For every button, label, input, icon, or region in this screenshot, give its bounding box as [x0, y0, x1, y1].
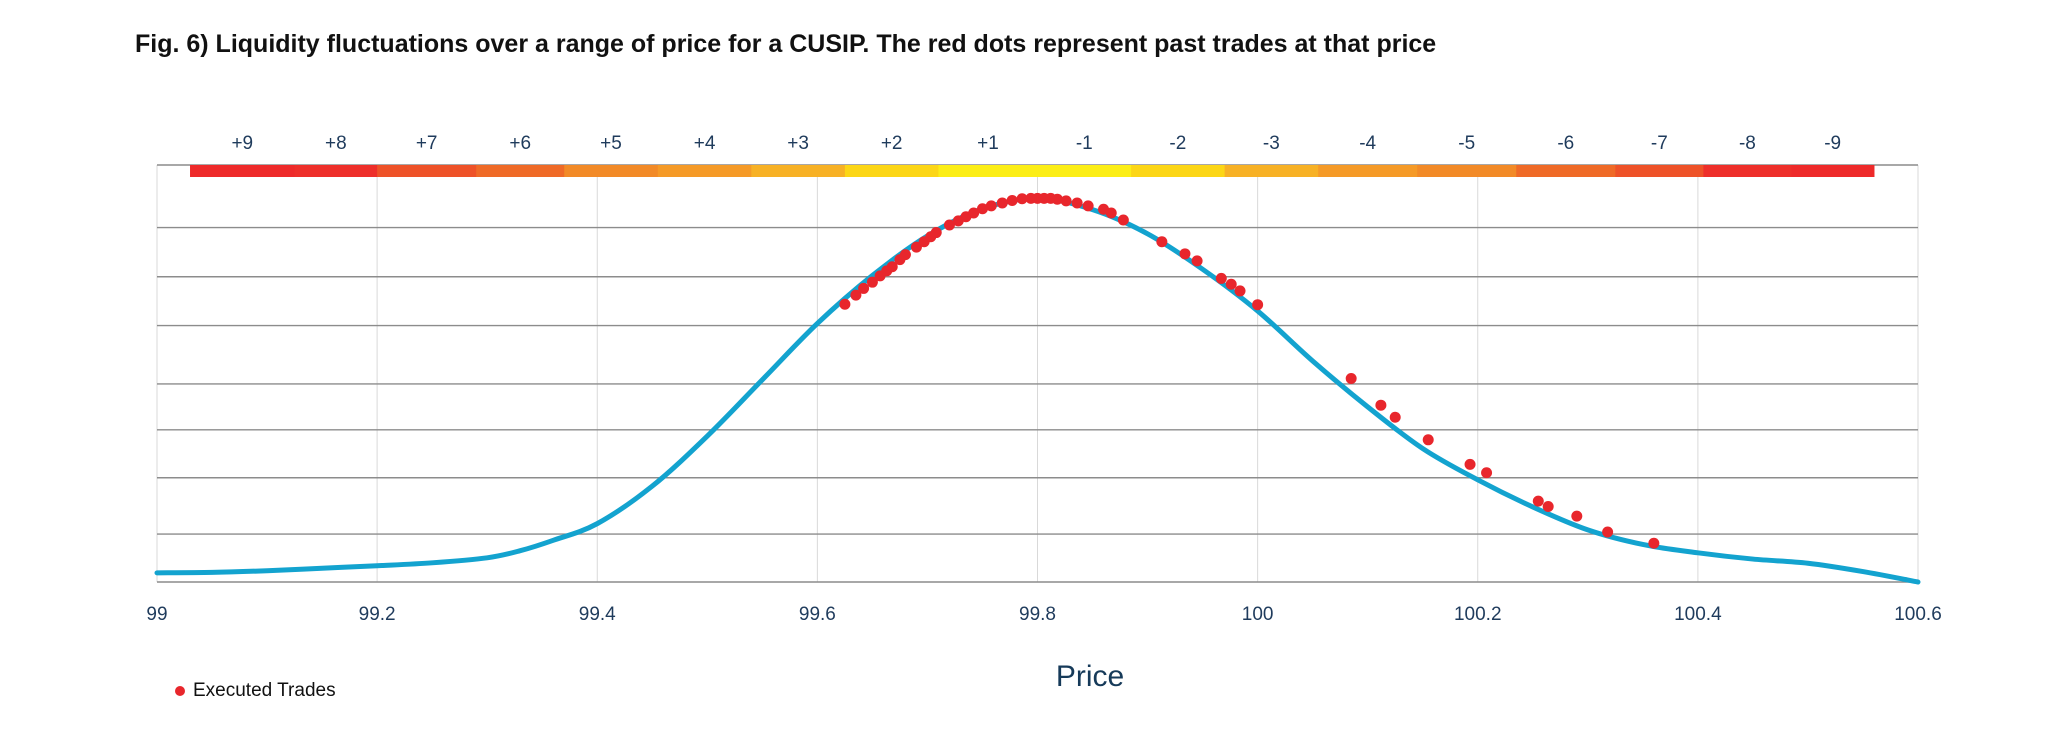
trade-dot [968, 207, 980, 219]
liquidity-band-label-2: +7 [416, 133, 438, 154]
liquidity-band-11 [1224, 165, 1319, 177]
trade-dot [1234, 285, 1246, 297]
x-tick-label-1: 99.2 [359, 604, 396, 625]
liquidity-band-6 [751, 165, 846, 177]
trade-dot [1422, 434, 1434, 446]
liquidity-band-5 [657, 165, 752, 177]
trade-dot [1225, 278, 1237, 290]
legend-marker-executed-trades [175, 686, 185, 696]
legend-label-executed-trades: Executed Trades [193, 680, 336, 701]
liquidity-band-label-10: -2 [1169, 133, 1186, 154]
x-tick-label-2: 99.4 [579, 604, 616, 625]
trade-dot [1156, 236, 1168, 248]
liquidity-band-14 [1516, 165, 1616, 177]
liquidity-band-7 [844, 165, 939, 177]
trade-dot-layer [839, 192, 1660, 549]
x-tick-label-7: 100.4 [1674, 604, 1722, 625]
trade-dot [866, 276, 878, 288]
trade-dot [910, 241, 922, 253]
trade-dot [1060, 195, 1072, 207]
liquidity-band-8 [938, 165, 1038, 177]
liquidity-band-label-8: +1 [977, 133, 999, 154]
liquidity-band-label-13: -5 [1458, 133, 1475, 154]
liquidity-band-label-14: -6 [1557, 133, 1574, 154]
grid-layer [156, 164, 1919, 583]
liquidity-band-label-3: +6 [509, 133, 531, 154]
x-tick-label-6: 100.2 [1454, 604, 1502, 625]
liquidity-band-1 [294, 165, 378, 177]
liquidity-band-13 [1417, 165, 1517, 177]
liquidity-band-label-5: +4 [694, 133, 716, 154]
liquidity-band-label-6: +3 [787, 133, 809, 154]
trade-dot [899, 249, 911, 261]
trade-dot [943, 219, 955, 231]
liquidity-band-label-12: -4 [1359, 133, 1376, 154]
liquidity-band-3 [476, 165, 565, 177]
liquidity-band-9 [1037, 165, 1132, 177]
trade-dot [1602, 526, 1614, 538]
liquidity-band-0 [190, 165, 296, 177]
trade-dot [1006, 194, 1018, 206]
trade-dot [1542, 501, 1554, 513]
liquidity-band-label-15: -7 [1651, 133, 1668, 154]
trade-dot [976, 203, 988, 215]
liquidity-band-label-17: -9 [1824, 133, 1841, 154]
x-tick-layer: 99 99.2 99.4 99.6 99.8 100 100.2 100.4 100.6 [146, 604, 1941, 625]
trade-dot [1532, 495, 1544, 507]
liquidity-band-15 [1615, 165, 1704, 177]
trade-dot [1345, 373, 1357, 385]
x-tick-label-5: 100 [1242, 604, 1274, 625]
trade-dot [1252, 299, 1264, 311]
figure-title: Fig. 6) Liquidity fluctuations over a ra… [135, 30, 1437, 58]
liquidity-band-12 [1318, 165, 1418, 177]
liquidity-band-label-4: +5 [600, 133, 622, 154]
x-tick-label-0: 99 [146, 604, 167, 625]
trade-dot [1071, 197, 1083, 209]
liquidity-band-label-7: +2 [881, 133, 903, 154]
liquidity-band-label-16: -8 [1739, 133, 1756, 154]
legend: Executed Trades [175, 680, 336, 702]
trade-dot [886, 261, 898, 273]
trade-dot [1051, 193, 1063, 205]
trade-dot [930, 227, 942, 239]
liquidity-band-17 [1791, 165, 1875, 177]
liquidity-band-label-1: +8 [325, 133, 347, 154]
trade-dot [858, 282, 870, 294]
liquidity-band-4 [564, 165, 659, 177]
trade-dot [1117, 214, 1129, 226]
trade-dot [1375, 399, 1387, 411]
liquidity-band-layer [190, 165, 1875, 177]
trade-dot [1481, 467, 1493, 479]
trade-dot [985, 200, 997, 212]
liquidity-band-label-layer: +9 +8 +7 +6 +5 +4 +3 +2 +1 -1 -2 -3 -4 -5 -6 -7 -8 -9 [231, 133, 1841, 154]
trade-dot [1179, 248, 1191, 260]
liquidity-band-label-9: -1 [1076, 133, 1093, 154]
liquidity-band-10 [1131, 165, 1226, 177]
trade-dot [996, 197, 1008, 209]
x-tick-label-3: 99.6 [799, 604, 836, 625]
trade-dot [1191, 255, 1203, 267]
trade-dot [1016, 193, 1028, 205]
trade-dot [1389, 411, 1401, 423]
trade-dot [839, 298, 851, 310]
liquidity-band-label-11: -3 [1263, 133, 1280, 154]
trade-dot [1105, 207, 1117, 219]
trade-dot [1464, 458, 1476, 470]
trade-dot [1648, 537, 1660, 549]
trade-dot [1215, 272, 1227, 284]
liquidity-band-2 [377, 165, 477, 177]
x-axis-label: Price [1055, 660, 1125, 693]
trade-dot [850, 289, 862, 301]
liquidity-band-label-0: +9 [231, 133, 253, 154]
trade-dot [1082, 200, 1094, 212]
liquidity-band-16 [1703, 165, 1792, 177]
trade-dot [1571, 510, 1583, 522]
x-tick-label-4: 99.8 [1019, 604, 1056, 625]
x-tick-label-8: 100.6 [1894, 604, 1942, 625]
